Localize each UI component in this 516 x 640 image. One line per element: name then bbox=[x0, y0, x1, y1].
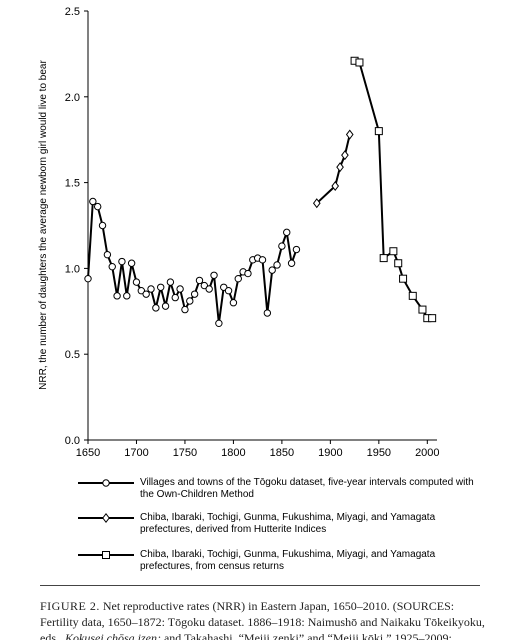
point bbox=[147, 285, 155, 293]
point bbox=[389, 247, 398, 256]
point bbox=[123, 292, 131, 300]
point bbox=[142, 290, 150, 298]
point bbox=[166, 278, 175, 286]
x-tick-label: 2000 bbox=[415, 447, 439, 459]
point bbox=[103, 250, 112, 259]
x-tick-label: 1650 bbox=[76, 447, 100, 459]
point bbox=[234, 274, 242, 283]
caption-title: Net reproductive rates (NRR) in Eastern … bbox=[102, 599, 390, 613]
legend-label: Chiba, Ibaraki, Tochigi, Gunma, Fukushim… bbox=[140, 512, 436, 535]
x-tick-label: 1750 bbox=[173, 447, 197, 459]
legend-label: Villages and towns of the Tōgoku dataset… bbox=[140, 477, 474, 500]
point bbox=[161, 302, 170, 310]
point bbox=[93, 202, 102, 211]
legend-label: Chiba, Ibaraki, Tochigi, Gunma, Fukushim… bbox=[140, 549, 436, 572]
point bbox=[278, 242, 286, 250]
point bbox=[263, 309, 272, 317]
y-tick-label: 2.0 bbox=[65, 92, 80, 104]
point bbox=[186, 297, 194, 305]
legend-marker bbox=[102, 551, 110, 559]
caption-italic: Kokusei chōsa izen; bbox=[65, 631, 161, 640]
figure-label: FIGURE 2. bbox=[40, 599, 100, 613]
point bbox=[176, 285, 184, 293]
point bbox=[292, 245, 301, 254]
y-axis-label: NRR, the number of daughters the average… bbox=[38, 60, 49, 390]
point bbox=[127, 259, 136, 267]
point bbox=[137, 287, 146, 295]
point bbox=[258, 256, 267, 264]
point bbox=[195, 276, 204, 285]
point bbox=[268, 266, 276, 274]
point bbox=[229, 299, 238, 307]
point bbox=[312, 198, 321, 209]
point bbox=[98, 221, 107, 230]
x-tick-label: 1800 bbox=[221, 447, 245, 459]
point bbox=[273, 261, 281, 269]
point bbox=[399, 274, 408, 283]
x-tick-label: 1900 bbox=[318, 447, 342, 459]
point bbox=[205, 285, 213, 293]
point bbox=[355, 58, 364, 67]
point bbox=[108, 262, 116, 271]
point bbox=[244, 269, 252, 278]
point bbox=[283, 228, 291, 237]
point bbox=[171, 293, 179, 302]
point bbox=[89, 197, 97, 206]
point bbox=[181, 305, 189, 314]
point bbox=[224, 287, 233, 295]
point bbox=[152, 304, 160, 312]
x-tick-label: 1950 bbox=[367, 447, 391, 459]
y-tick-label: 1.5 bbox=[65, 178, 80, 190]
caption: FIGURE 2. Net reproductive rates (NRR) i… bbox=[40, 598, 490, 640]
point bbox=[379, 254, 388, 263]
y-tick-label: 1.0 bbox=[65, 263, 80, 275]
point bbox=[210, 271, 218, 279]
point bbox=[418, 305, 427, 314]
point bbox=[336, 162, 344, 173]
point bbox=[113, 292, 121, 300]
y-tick-label: 2.5 bbox=[65, 6, 80, 18]
x-tick-label: 1850 bbox=[270, 447, 294, 459]
rule bbox=[40, 585, 480, 586]
point bbox=[132, 278, 141, 286]
point bbox=[287, 259, 296, 267]
point bbox=[374, 127, 383, 136]
y-tick-label: 0.5 bbox=[65, 349, 80, 361]
legend-marker bbox=[102, 512, 110, 524]
legend-marker bbox=[102, 479, 110, 487]
caption-sources: (SOURCES: Fertility data, 1650–1872: Tōg… bbox=[40, 599, 485, 640]
x-tick-label: 1700 bbox=[124, 447, 148, 459]
caption-rest: and Takahashi, “Meiji zenki” and “Meiji … bbox=[163, 631, 452, 640]
point bbox=[190, 290, 199, 298]
point bbox=[215, 319, 223, 328]
point bbox=[118, 257, 126, 266]
point bbox=[157, 283, 165, 291]
point bbox=[84, 274, 92, 283]
point bbox=[428, 314, 437, 323]
series-line bbox=[354, 59, 433, 320]
point bbox=[394, 259, 403, 268]
point bbox=[200, 281, 209, 290]
point bbox=[345, 129, 354, 140]
point bbox=[331, 181, 340, 192]
point bbox=[408, 291, 417, 300]
point bbox=[220, 283, 228, 291]
series-line bbox=[316, 134, 351, 204]
y-tick-label: 0.0 bbox=[65, 435, 80, 447]
point bbox=[341, 150, 349, 161]
